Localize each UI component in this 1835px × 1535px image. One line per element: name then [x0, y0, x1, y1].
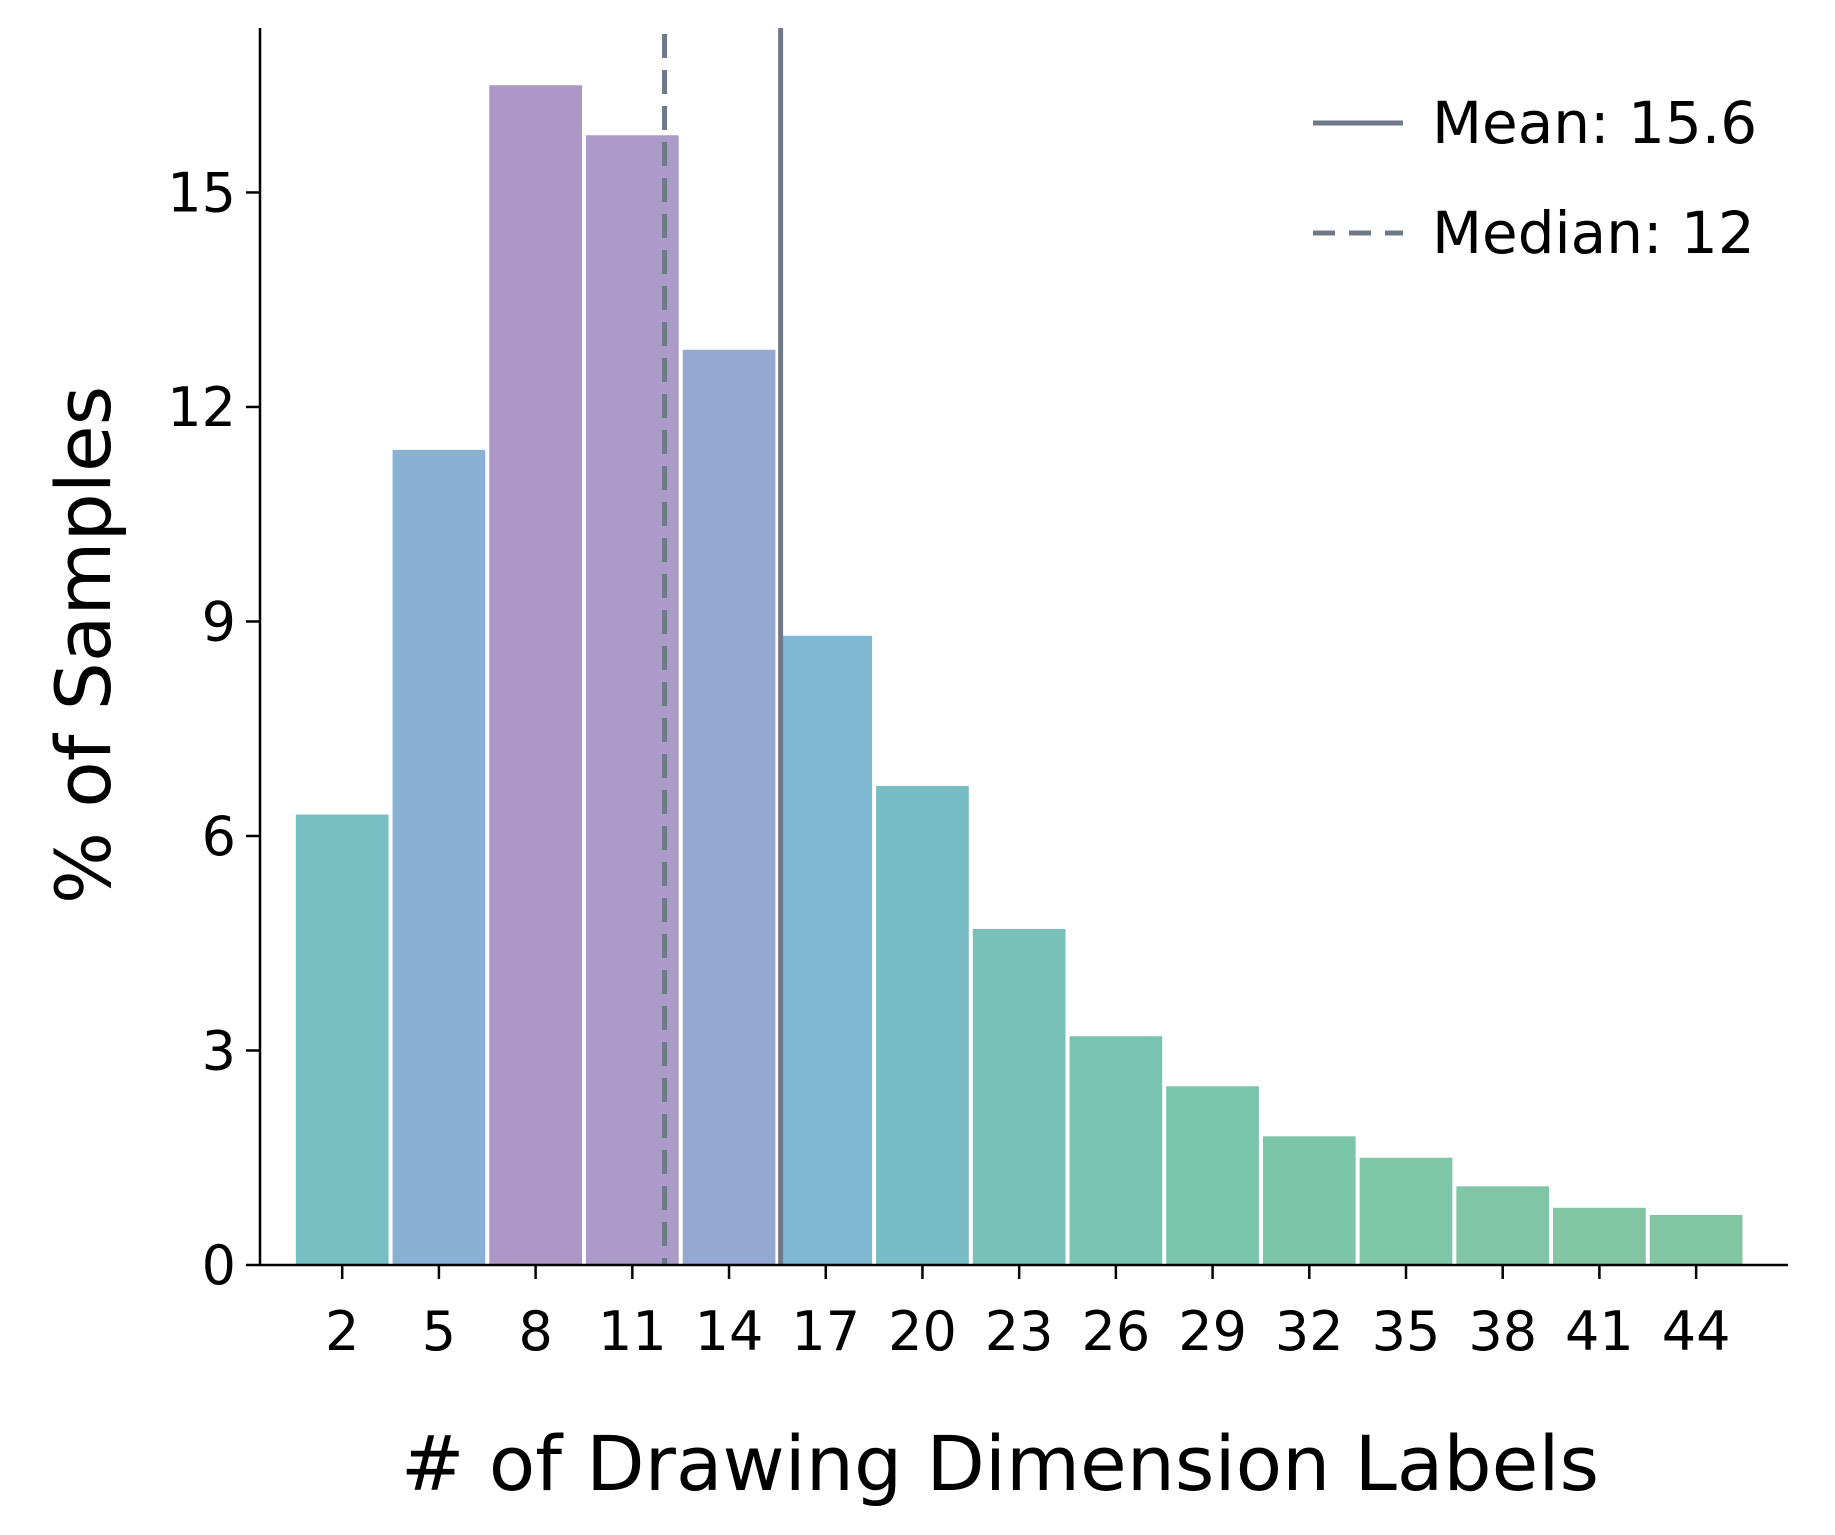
bar-35	[1359, 1157, 1453, 1265]
x-tick-label: 14	[695, 1300, 764, 1363]
axes: 0 3 6 9 12 15 2 5 8 11 14 17 20 23 26 29 32 35 38 41 44	[167, 28, 1788, 1363]
bar-29	[1166, 1086, 1259, 1265]
x-tick-label: 11	[598, 1300, 667, 1363]
x-tick-label: 38	[1468, 1300, 1537, 1363]
x-tick-label: 20	[888, 1300, 957, 1363]
x-tick-label: 29	[1178, 1300, 1247, 1363]
bar-14	[682, 349, 776, 1265]
x-tick-label: 26	[1082, 1300, 1151, 1363]
bar-8	[489, 85, 582, 1266]
bar-32	[1262, 1136, 1356, 1265]
bar-20	[876, 785, 969, 1265]
bar-44	[1649, 1214, 1743, 1265]
x-tick-label: 8	[518, 1300, 552, 1363]
y-axis-title: % of Samples	[39, 386, 128, 904]
bar-17	[779, 635, 873, 1265]
legend: Mean: 15.6 Median: 12	[1313, 89, 1757, 267]
x-tick-label: 32	[1275, 1300, 1344, 1363]
x-axis-title: # of Drawing Dimension Labels	[401, 1419, 1599, 1508]
reference-lines	[662, 28, 784, 1265]
y-tick-label: 6	[202, 805, 236, 868]
bar-2	[295, 814, 389, 1265]
y-tick-label: 12	[167, 376, 236, 439]
x-ticks: 2 5 8 11 14 17 20 23 26 29 32 35 38 41 44	[325, 1265, 1730, 1363]
bar-38	[1456, 1186, 1550, 1265]
y-tick-label: 0	[202, 1234, 236, 1297]
x-tick-label: 5	[422, 1300, 456, 1363]
y-tick-label: 15	[167, 161, 236, 224]
x-tick-label: 17	[791, 1300, 860, 1363]
legend-median-label: Median: 12	[1432, 199, 1755, 267]
bar-5	[392, 449, 486, 1265]
bar-26	[1069, 1036, 1163, 1265]
y-tick-label: 9	[202, 590, 236, 653]
y-tick-label: 3	[202, 1019, 236, 1082]
y-ticks: 0 3 6 9 12 15	[167, 161, 260, 1297]
x-tick-label: 41	[1565, 1300, 1634, 1363]
x-tick-label: 35	[1372, 1300, 1441, 1363]
x-tick-label: 2	[325, 1300, 359, 1363]
x-tick-label: 23	[985, 1300, 1054, 1363]
x-tick-label: 44	[1662, 1300, 1731, 1363]
bar-23	[972, 928, 1066, 1265]
bar-41	[1553, 1207, 1646, 1265]
legend-mean-label: Mean: 15.6	[1432, 89, 1757, 157]
